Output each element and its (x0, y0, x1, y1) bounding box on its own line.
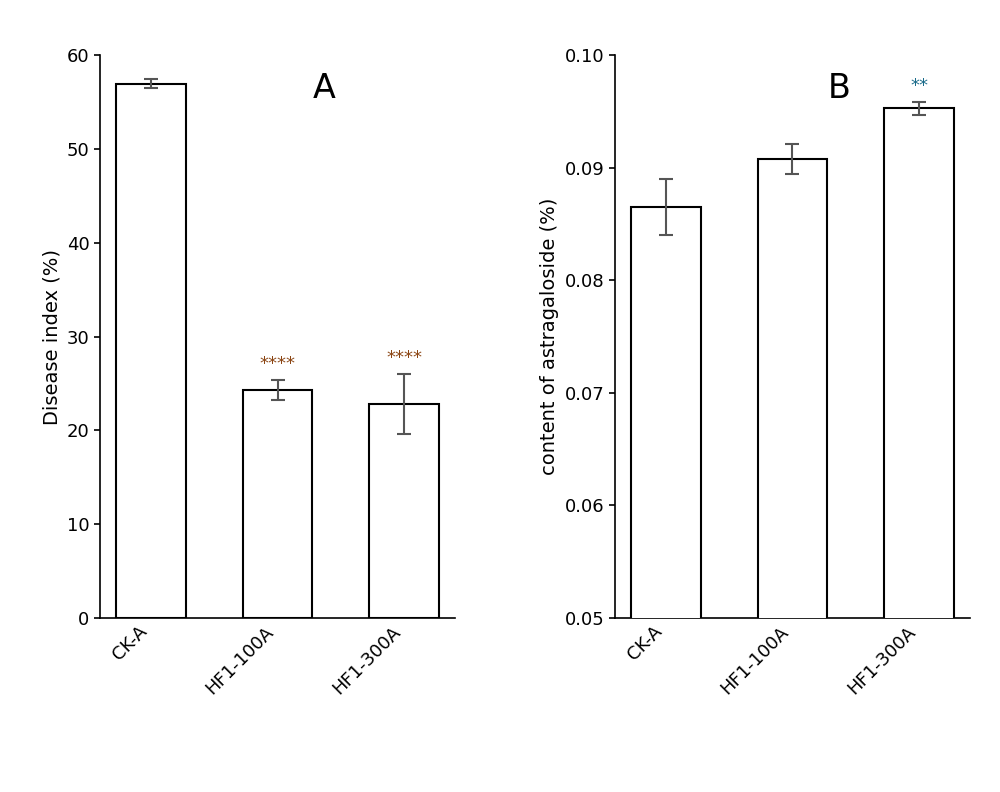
Bar (243, 390, 312, 618)
Text: A: A (313, 72, 336, 105)
Bar (116, 83, 186, 618)
Text: **: ** (910, 77, 928, 95)
Bar (369, 404, 439, 618)
Bar (884, 109, 954, 792)
Bar (758, 159, 827, 792)
Text: ****: **** (386, 349, 422, 367)
Text: ****: **** (260, 355, 296, 373)
Y-axis label: content of astragaloside (%): content of astragaloside (%) (540, 198, 559, 475)
Text: B: B (828, 72, 851, 105)
Y-axis label: Disease index (%): Disease index (%) (42, 249, 61, 425)
Bar (631, 208, 701, 792)
